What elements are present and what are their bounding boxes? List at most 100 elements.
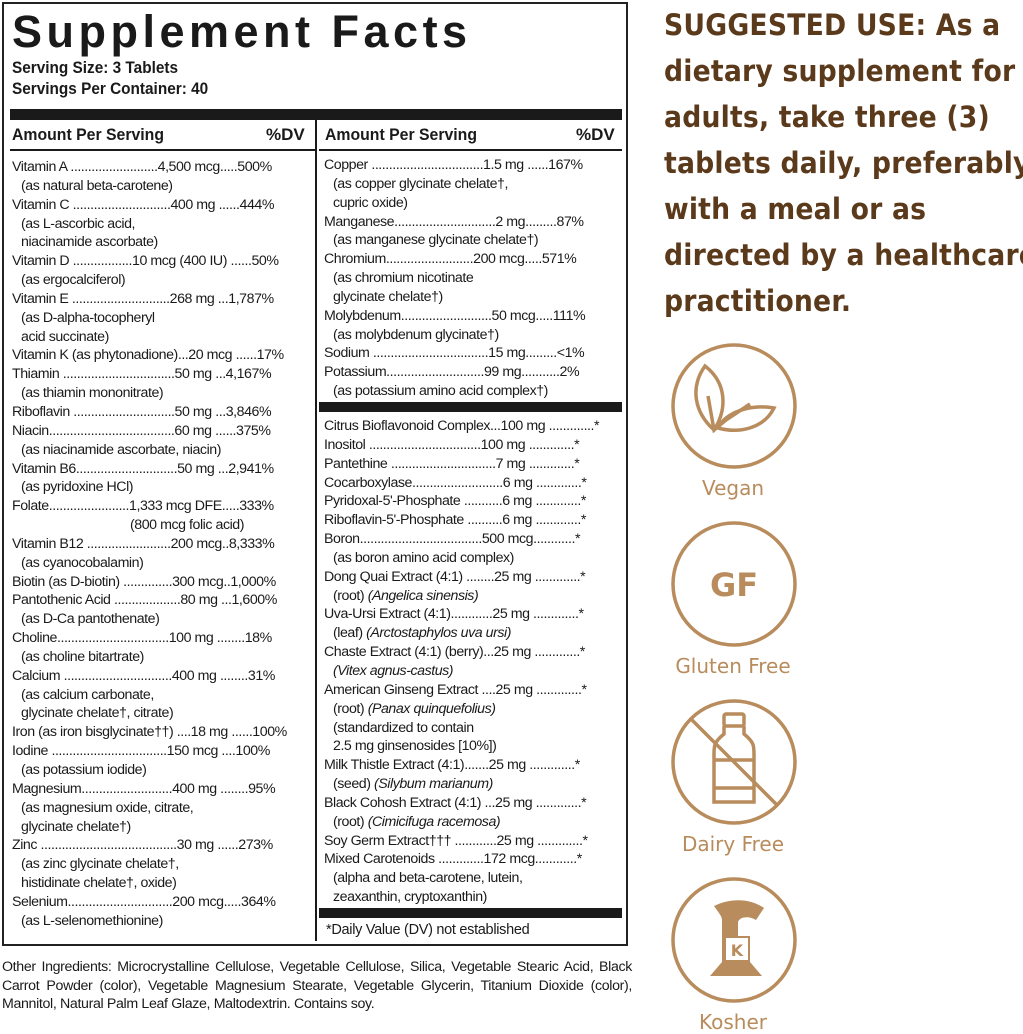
ingredient-source-line: (as zinc glycinate chelate†, [21,856,179,873]
leaf-icon [671,343,797,469]
ingredient-row: Sodium .................................… [324,345,585,362]
ingredient-row: Iron (as iron bisglycinate††) ....18 mg … [12,724,287,741]
badge-vegan: Vegan [670,342,797,500]
ingredient-row: Soy Germ Extract††† ............25 mg ..… [324,832,588,849]
ingredient-source-line: (as natural beta-carotene) [21,177,173,194]
ingredient-row: Cocarboxylase..........................6… [324,474,587,491]
ingredient-source-line: (as potassium amino acid complex†) [333,383,548,400]
header-dv-right: %DV [576,125,615,144]
other-ingredients: Other Ingredients: Microcrystalline Cell… [2,959,632,1012]
ingredient-source-line: (as L-ascorbic acid, [21,215,136,232]
ingredient-source-line: glycinate chelate†, citrate) [21,705,174,722]
ingredient-row: Molybdenum..........................50 m… [324,307,586,324]
suggested-use-line: directed by a healthcare [664,238,1023,272]
ingredient-source-line: (seed) (Silybum marianum) [333,776,493,793]
kosher-k-icon: K [671,877,797,1003]
ingredient-row: Mixed Carotenoids .............172 mcg..… [324,851,582,868]
ingredient-source-line: histidinate chelate†, oxide) [21,875,177,892]
ingredient-row: Vitamin E ............................26… [12,290,274,307]
dv-footnote: *Daily Value (DV) not established [326,922,530,938]
ingredient-row: Pantethine .............................… [324,455,580,472]
badge-kosher: K Kosher [670,876,797,1034]
servings-per-container: Servings Per Container: 40 [12,80,209,98]
ingredient-row: Riboflavin .............................… [12,403,272,420]
ingredient-source-line: (as calcium carbonate, [21,686,154,703]
ingredient-row: Chromium.........................200 mcg… [324,251,577,268]
ingredient-source-line: (as manganese glycinate chelate†) [333,232,539,249]
badge-label: Dairy Free [681,832,785,856]
ingredient-row: Dong Quai Extract (4:1) ........25 mg ..… [324,568,586,585]
svg-text:GF: GF [710,566,758,604]
badge-gluten-free: GF Gluten Free [670,520,797,678]
crossed-milk-bottle-icon [671,699,797,825]
right-mineral-list: Copper ................................1… [324,156,626,401]
ingredient-source-line: cupric oxide) [333,194,408,211]
ingredient-source-line: (Vitex agnus-castus) [333,662,454,679]
ingredient-source-line: (as chromium nicotinate [333,270,474,287]
ingredient-source-line: 2.5 mg ginsenosides [10%]) [333,738,497,755]
ingredient-row: Boron...................................… [324,531,581,548]
ingredient-source-line: (as choline bitartrate) [21,648,144,665]
right-other-list: Citrus Bioflavonoid Complex...100 mg ...… [324,417,626,907]
suggested-use-line: with a meal or as [664,192,927,226]
divider-bar-right [319,402,622,412]
ingredient-row: Choline................................1… [12,630,272,647]
ingredient-source-line: (as D-alpha-tocopheryl [21,309,155,326]
ingredient-source-line: (as potassium iodide) [21,762,147,778]
ingredient-row: Selenium..............................20… [12,893,276,910]
ingredient-row: Zinc ...................................… [12,837,273,854]
ingredient-row: Vitamin D .................10 mcg (400 I… [12,253,279,270]
ingredient-row: Iodine .................................… [12,743,270,760]
ingredient-source-line: (as molybdenum glycinate†) [333,326,499,343]
ingredient-row: Vitamin K (as phytonadione)...20 mcg ...… [12,347,284,364]
ingredient-row: Black Cohosh Extract (4:1) ...25 mg ....… [324,794,587,811]
serving-size: Serving Size: 3 Tablets [12,59,179,77]
header-rule-left [10,149,315,151]
ingredient-source-line: (as magnesium oxide, citrate, [21,799,194,816]
ingredient-source-line: (as cyanocobalamin) [21,554,144,571]
ingredient-row: Calcium ...............................4… [12,667,275,684]
ingredient-source-line: (standardized to contain [333,719,474,736]
ingredient-row: Pantothenic Acid ...................80 m… [12,592,277,609]
divider-bar [10,109,622,120]
ingredient-row: Vitamin B12 ........................200 … [12,535,275,552]
header-amount-left: Amount Per Serving [12,125,164,144]
left-nutrient-list: Vitamin A .........................4,500… [12,158,314,931]
ingredient-source-line: (as boron amino acid complex) [333,549,514,566]
suggested-use-line: dietary supplement for [664,54,1016,88]
header-dv-left: %DV [266,125,305,144]
panel-title: Supplement Facts [12,6,472,57]
ingredient-row: American Ginseng Extract ....25 mg .....… [324,681,587,698]
ingredient-row: Milk Thistle Extract (4:1).......25 mg .… [324,757,580,774]
ingredient-row: Chaste Extract (4:1) (berry)...25 mg ...… [324,644,585,661]
ingredient-row: Citrus Bioflavonoid Complex...100 mg ...… [324,418,600,434]
ingredient-row: Manganese.............................2 … [324,213,584,230]
suggested-use-line: adults, take three (3) [664,100,990,134]
ingredient-row: Vitamin B6.............................5… [12,460,274,477]
ingredient-source-line: (as niacinamide ascorbate, niacin) [21,441,221,458]
ingredient-row: Uva-Ursi Extract (4:1)............25 mg … [324,606,584,623]
ingredient-source-line: (root) (Angelica sinensis) [333,587,479,604]
ingredient-source-line: zeaxanthin, cryptoxanthin) [333,889,487,906]
suggested-use-line: SUGGESTED USE: As a [664,8,1001,42]
svg-text:K: K [731,941,744,960]
header-rule-right [319,149,622,151]
ingredient-row: Copper ................................1… [324,157,583,173]
ingredient-row: Biotin (as D-biotin) ..............300 m… [12,573,276,590]
ingredient-source-line: glycinate chelate†) [21,818,131,835]
gf-icon: GF [671,521,797,647]
ingredient-source-line: (root) (Panax quinquefolius) [333,700,496,717]
ingredient-row: Niacin..................................… [12,422,271,439]
header-amount-right: Amount Per Serving [325,125,477,144]
ingredient-source-line: (as L-selenomethionine) [21,912,163,929]
divider-bar-footnote [319,908,622,918]
suggested-use: SUGGESTED USE: As a dietary supplement fo… [664,2,1023,324]
badge-label: Vegan [701,476,765,500]
ingredient-row: Potassium............................99 … [324,364,580,381]
supplement-facts-panel: Supplement Facts Serving Size: 3 Tablets… [2,2,628,946]
column-divider [315,120,317,941]
suggested-use-line: practitioner. [664,284,852,318]
ingredient-row: Magnesium..........................400 m… [12,780,276,797]
ingredient-source-line: (as pyridoxine HCl) [21,479,134,496]
ingredient-row: Vitamin C ............................40… [12,196,274,213]
